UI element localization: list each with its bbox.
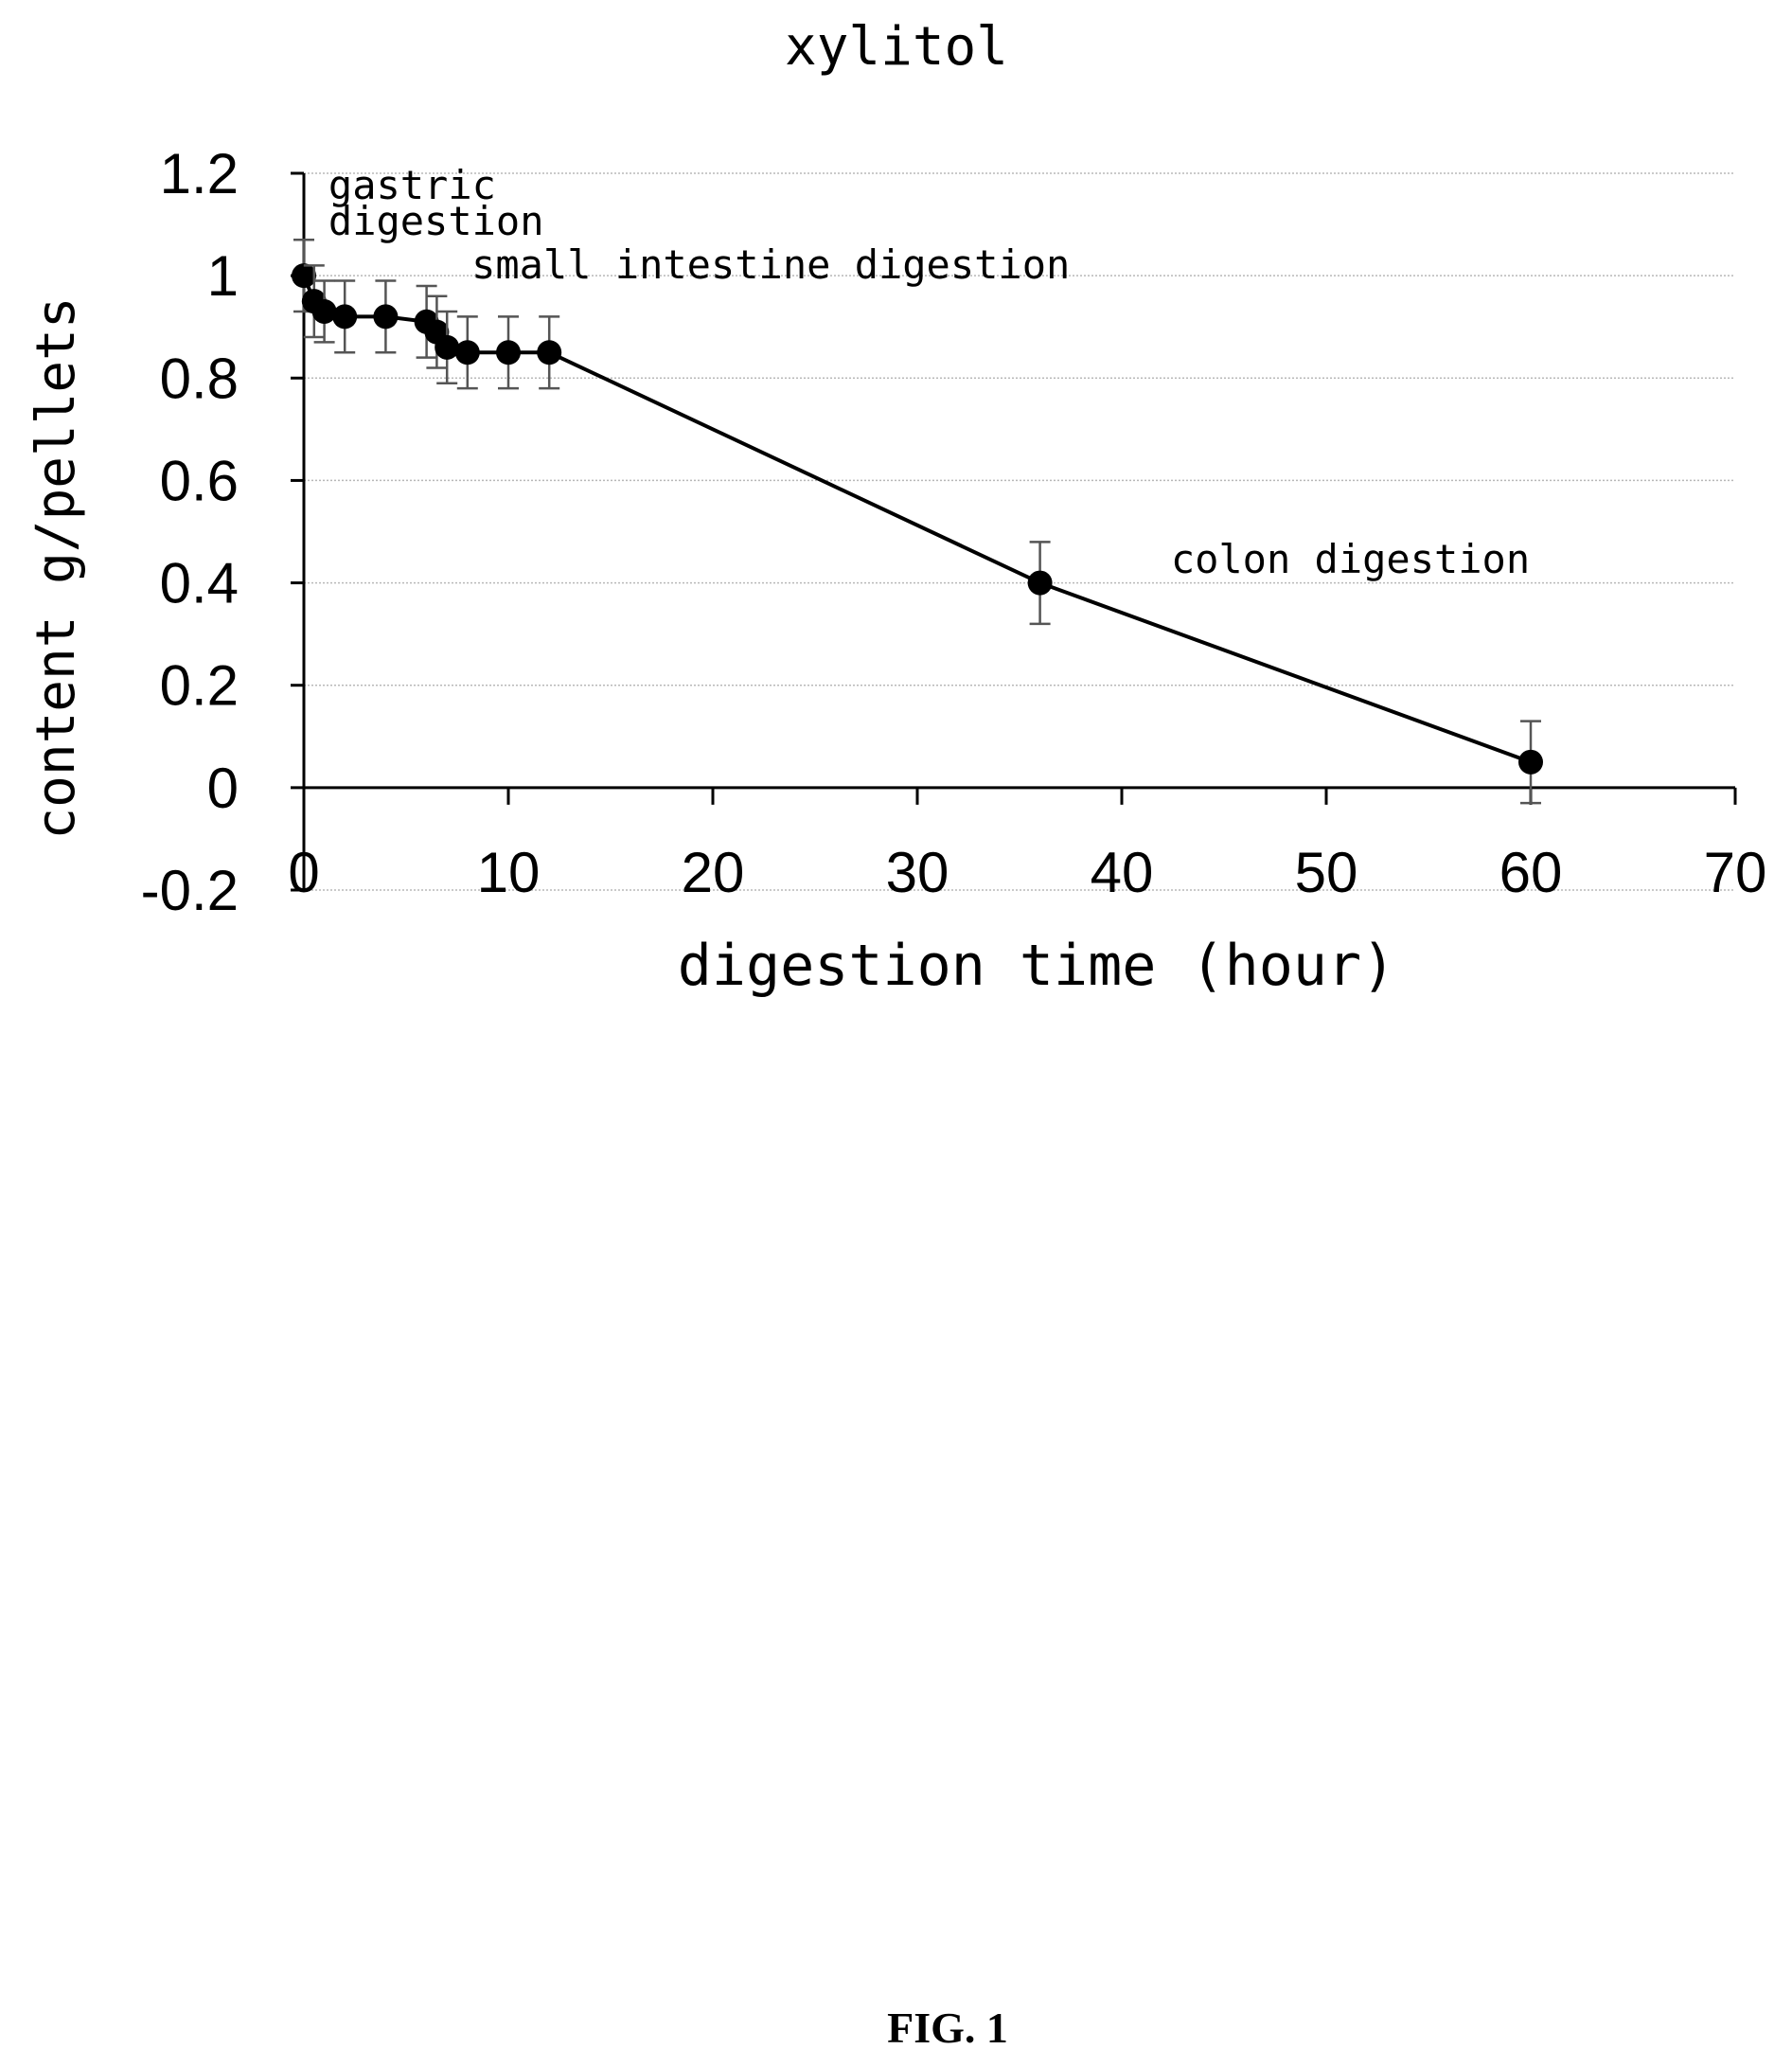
annotation-label: small intestine digestion [471, 241, 1070, 288]
x-tick-label: 30 [886, 841, 949, 904]
annotation-label: colon digestion [1171, 536, 1530, 582]
data-point [496, 340, 521, 365]
data-point [1518, 749, 1543, 775]
y-tick-label: 0.2 [160, 654, 239, 718]
data-point [454, 340, 480, 365]
x-tick-label: 60 [1499, 841, 1563, 904]
y-tick-label: -0.2 [141, 859, 239, 922]
x-tick-label: 40 [1091, 841, 1154, 904]
annotation-label: gastric [328, 162, 496, 208]
x-tick-label: 10 [477, 841, 541, 904]
data-point [435, 334, 460, 360]
x-tick-label: 0 [288, 841, 319, 904]
y-tick-label: 0 [207, 757, 239, 820]
x-tick-label: 20 [682, 841, 745, 904]
y-axis-ticks: -0.2 0 0.2 0.4 0.6 0.8 1 1.2 [141, 142, 304, 922]
y-tick-label: 0.8 [160, 347, 239, 410]
data-point [1027, 570, 1053, 596]
chart-title: xylitol [785, 16, 1008, 78]
y-tick-label: 0.6 [160, 449, 239, 512]
x-axis-label: digestion time (hour) [678, 933, 1396, 999]
y-axis-label: content g/pellets [26, 296, 87, 839]
x-tick-label: 70 [1704, 841, 1767, 904]
data-point [292, 263, 316, 289]
y-tick-label: 0.4 [160, 552, 239, 615]
figure-label: FIG. 1 [887, 2004, 1008, 2052]
y-tick-label: 1.2 [160, 142, 239, 205]
series-line [302, 275, 1532, 764]
x-tick-label: 50 [1295, 841, 1358, 904]
data-series [292, 239, 1543, 805]
annotation-label: digestion [328, 198, 544, 244]
data-point [332, 304, 358, 330]
data-point [537, 340, 562, 365]
gridlines [304, 172, 1735, 891]
y-tick-label: 1 [207, 244, 239, 308]
x-axis-ticks: 0 10 20 30 40 50 60 70 [288, 787, 1767, 904]
data-point [373, 304, 399, 330]
data-point [311, 298, 337, 324]
